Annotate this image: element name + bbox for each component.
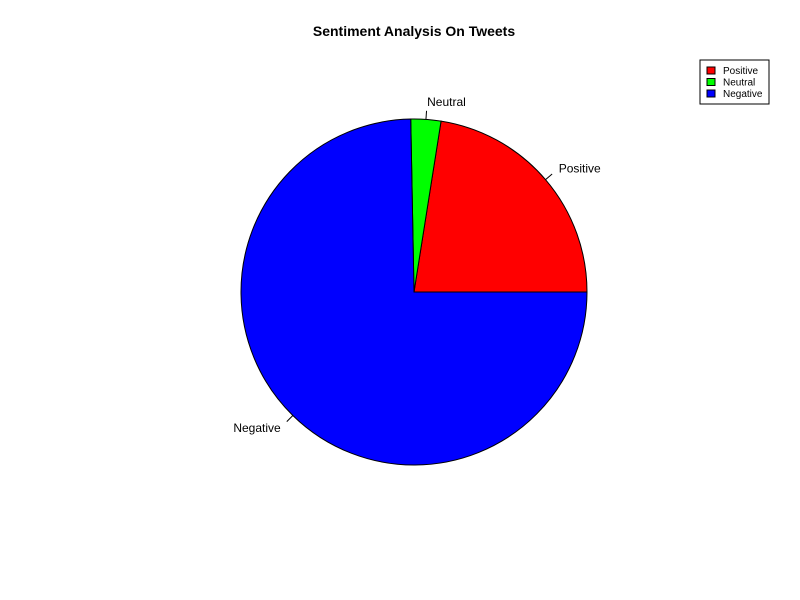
pie-slice-positive bbox=[413, 120, 588, 293]
legend-label-neutral: Neutral bbox=[723, 78, 755, 89]
legend-swatch-neutral bbox=[706, 78, 716, 86]
legend-swatch-negative bbox=[706, 89, 716, 98]
legend-swatch-positive bbox=[706, 66, 716, 75]
slice-label-leader-negative bbox=[286, 415, 294, 423]
slice-label-leader-neutral bbox=[425, 110, 428, 120]
slice-label-leader-positive bbox=[545, 173, 553, 181]
legend-label-negative: Negative bbox=[723, 89, 763, 100]
slice-label-negative: Negative bbox=[233, 421, 281, 435]
pie-slice-labels: Positive Neutral Negative bbox=[233, 95, 601, 435]
pie-slices bbox=[240, 118, 588, 466]
pie-slice-negative bbox=[240, 118, 588, 466]
legend-label-positive: Positive bbox=[723, 66, 758, 77]
slice-label-positive: Positive bbox=[559, 161, 601, 175]
slice-label-neutral: Neutral bbox=[427, 95, 466, 109]
chart-title: Sentiment Analysis On Tweets bbox=[313, 23, 515, 39]
